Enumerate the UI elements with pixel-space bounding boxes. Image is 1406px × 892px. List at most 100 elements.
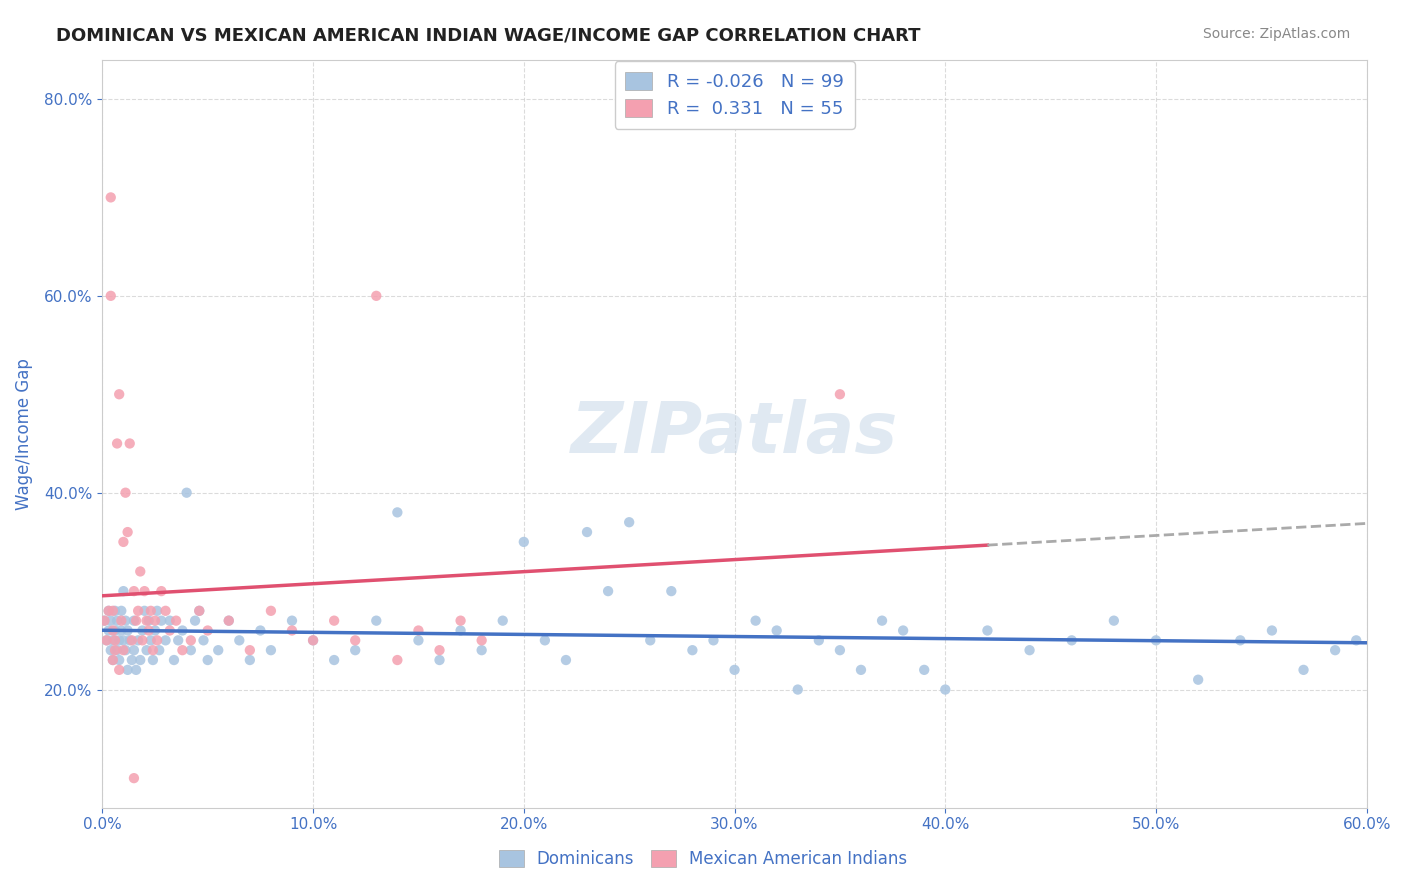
Point xyxy=(146,633,169,648)
Point xyxy=(100,643,122,657)
Point xyxy=(228,633,250,648)
Point xyxy=(912,663,935,677)
Point xyxy=(127,604,149,618)
Point xyxy=(155,604,177,618)
Point xyxy=(104,633,127,648)
Point xyxy=(97,604,120,618)
Point xyxy=(135,643,157,657)
Point xyxy=(101,653,124,667)
Point xyxy=(163,653,186,667)
Point xyxy=(765,624,787,638)
Y-axis label: Wage/Income Gap: Wage/Income Gap xyxy=(15,358,32,509)
Point xyxy=(112,584,135,599)
Point xyxy=(218,614,240,628)
Point xyxy=(260,604,283,618)
Point xyxy=(101,653,124,667)
Point xyxy=(110,604,132,618)
Point xyxy=(105,643,128,657)
Point xyxy=(1144,633,1167,648)
Legend: Dominicans, Mexican American Indians: Dominicans, Mexican American Indians xyxy=(492,843,914,875)
Point xyxy=(122,771,145,785)
Point xyxy=(143,624,166,638)
Point xyxy=(114,614,136,628)
Point xyxy=(387,653,409,667)
Point xyxy=(142,653,165,667)
Point xyxy=(97,604,120,618)
Point xyxy=(180,633,202,648)
Point xyxy=(1229,633,1251,648)
Point xyxy=(1324,643,1347,657)
Legend: R = -0.026   N = 99, R =  0.331   N = 55: R = -0.026 N = 99, R = 0.331 N = 55 xyxy=(614,62,855,128)
Point xyxy=(786,682,808,697)
Point xyxy=(598,584,620,599)
Point xyxy=(172,643,194,657)
Point xyxy=(101,633,124,648)
Point xyxy=(110,624,132,638)
Point xyxy=(638,633,661,648)
Point xyxy=(108,663,131,677)
Point xyxy=(249,624,271,638)
Point xyxy=(165,614,187,628)
Point xyxy=(108,633,131,648)
Point xyxy=(188,604,211,618)
Point xyxy=(104,643,127,657)
Point xyxy=(105,436,128,450)
Point xyxy=(344,643,367,657)
Point xyxy=(117,663,139,677)
Point xyxy=(114,643,136,657)
Point xyxy=(127,633,149,648)
Point xyxy=(197,624,219,638)
Point xyxy=(323,614,346,628)
Point xyxy=(142,643,165,657)
Point xyxy=(239,643,262,657)
Point xyxy=(197,653,219,667)
Point xyxy=(849,663,872,677)
Point xyxy=(1060,633,1083,648)
Point xyxy=(281,614,304,628)
Point xyxy=(112,633,135,648)
Point xyxy=(260,643,283,657)
Point xyxy=(101,624,124,638)
Point xyxy=(108,387,131,401)
Point xyxy=(112,643,135,657)
Point xyxy=(134,604,156,618)
Point xyxy=(101,604,124,618)
Point xyxy=(100,289,122,303)
Point xyxy=(131,633,153,648)
Point xyxy=(159,614,181,628)
Point xyxy=(323,653,346,667)
Point xyxy=(96,633,118,648)
Point xyxy=(121,633,143,648)
Point xyxy=(450,614,472,628)
Point xyxy=(155,633,177,648)
Point xyxy=(143,614,166,628)
Point xyxy=(366,289,388,303)
Point xyxy=(617,515,640,529)
Point xyxy=(891,624,914,638)
Point xyxy=(702,633,724,648)
Text: Source: ZipAtlas.com: Source: ZipAtlas.com xyxy=(1202,27,1350,41)
Point xyxy=(134,584,156,599)
Point xyxy=(138,614,160,628)
Point xyxy=(172,624,194,638)
Point xyxy=(100,190,122,204)
Point xyxy=(218,614,240,628)
Point xyxy=(807,633,830,648)
Point xyxy=(344,633,367,648)
Point xyxy=(135,614,157,628)
Point xyxy=(167,633,190,648)
Point xyxy=(139,633,162,648)
Point xyxy=(112,535,135,549)
Point xyxy=(108,653,131,667)
Point xyxy=(1346,633,1368,648)
Point xyxy=(184,614,207,628)
Point xyxy=(681,643,703,657)
Point xyxy=(408,633,430,648)
Point xyxy=(366,614,388,628)
Point xyxy=(139,604,162,618)
Point xyxy=(1292,663,1315,677)
Point xyxy=(125,663,148,677)
Point xyxy=(131,624,153,638)
Point xyxy=(828,643,851,657)
Point xyxy=(104,624,127,638)
